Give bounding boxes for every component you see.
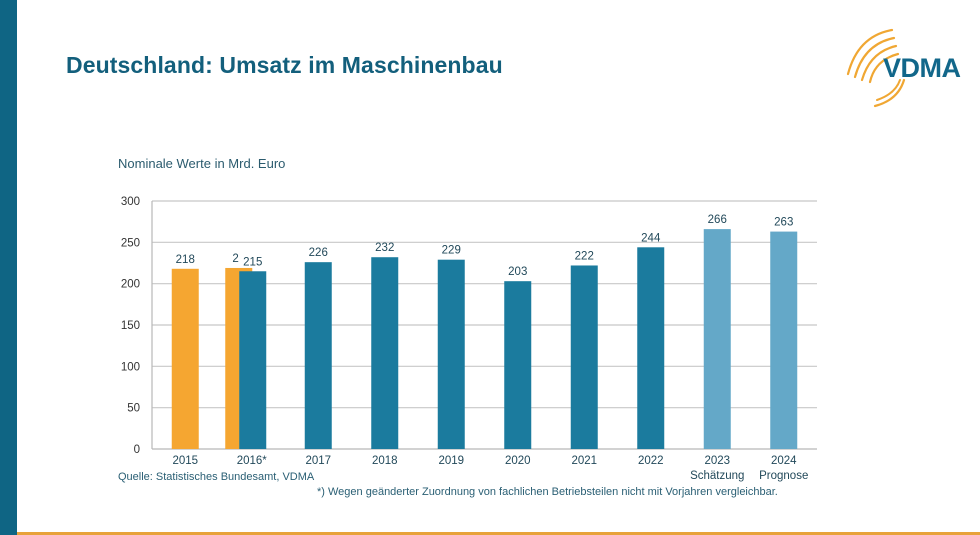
y-tick-label-50: 50	[127, 403, 140, 415]
y-tick-label-300: 300	[121, 196, 140, 208]
x-tick-label-2016: 2016*	[237, 455, 268, 467]
x-tick-label-2017: 2017	[305, 455, 331, 467]
bar-neue-abgrenzung-2021	[570, 265, 598, 449]
x-tick-label-2015: 2015	[172, 455, 198, 467]
data-label-2016: 215	[243, 256, 262, 268]
bar-neue-abgrenzung-2017	[304, 262, 332, 449]
left-accent-bar	[0, 0, 17, 535]
footnote: *) Wegen geänderter Zuordnung von fachli…	[317, 486, 778, 498]
bar-alte-abgrenzung-2015	[171, 268, 199, 449]
data-label-2017: 226	[309, 247, 328, 259]
bar-neue-abgrenzung-2022	[637, 247, 665, 449]
bar-neue-abgrenzung-2019	[437, 259, 465, 449]
y-tick-label-100: 100	[121, 361, 140, 373]
bottom-accent-line	[17, 532, 980, 535]
y-tick-label-200: 200	[121, 279, 140, 291]
x-tick-label-2018: 2018	[372, 455, 398, 467]
bar-neue-abgrenzung-2023	[703, 229, 731, 449]
data-label-bg-2016	[239, 252, 267, 267]
bar-neue-abgrenzung-2020	[504, 281, 532, 449]
data-label-2024: 263	[774, 217, 793, 229]
bar-neue-abgrenzung-2016	[239, 271, 267, 449]
bar-neue-abgrenzung-2024	[770, 231, 798, 449]
data-label-2023: 266	[708, 214, 727, 226]
x-tick-sublabel-2023: Schätzung	[690, 470, 744, 482]
source-note: Quelle: Statistisches Bundesamt, VDMA	[118, 471, 315, 483]
data-label-2021: 222	[575, 250, 594, 262]
y-tick-label-250: 250	[121, 237, 140, 249]
y-tick-label-0: 0	[134, 444, 140, 456]
data-label-2019: 229	[442, 245, 461, 257]
x-tick-label-2022: 2022	[638, 455, 664, 467]
x-tick-label-2024: 2024	[771, 455, 797, 467]
vdma-logo-arcs-icon	[846, 28, 906, 108]
data-label-orange-2015: 218	[176, 254, 195, 266]
x-tick-label-2020: 2020	[505, 455, 531, 467]
data-label-2022: 244	[641, 232, 661, 244]
page-title: Deutschland: Umsatz im Maschinenbau	[66, 52, 503, 78]
x-tick-label-2019: 2019	[438, 455, 464, 467]
bar-neue-abgrenzung-2018	[371, 257, 399, 449]
x-tick-label-2023: 2023	[704, 455, 730, 467]
data-label-2020: 203	[508, 266, 527, 278]
chart-subtitle: Nominale Werte in Mrd. Euro	[118, 156, 286, 171]
x-tick-label-2021: 2021	[571, 455, 597, 467]
data-label-2018: 232	[375, 242, 394, 254]
vdma-logo-text: VDMA	[883, 53, 961, 83]
x-tick-sublabel-2024: Prognose	[759, 470, 808, 482]
y-tick-label-150: 150	[121, 320, 140, 332]
